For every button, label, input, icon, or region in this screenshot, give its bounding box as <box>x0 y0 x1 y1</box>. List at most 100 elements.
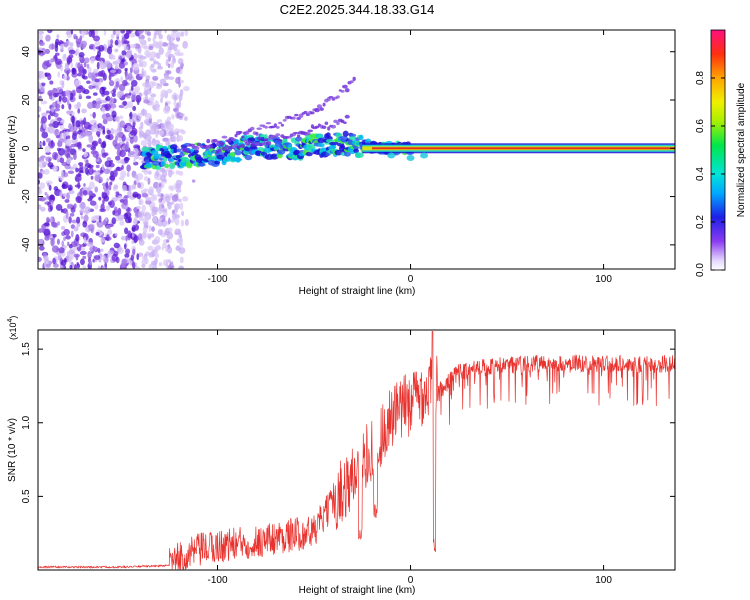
spectrogram-noise-cell <box>46 216 50 222</box>
spectrogram-noise-cell <box>79 164 84 169</box>
spectrogram-branch-cell <box>221 146 228 151</box>
spectrogram-branch-cell <box>241 144 245 149</box>
spectrogram-noise-cell <box>86 63 90 69</box>
spectrogram-noise-cell <box>82 189 88 196</box>
spectrogram-noise-cell <box>106 129 111 135</box>
spectrogram-noise-cell <box>84 226 89 233</box>
spectrogram-noise-cell <box>86 80 91 84</box>
spectrogram-noise-cell <box>49 80 54 85</box>
spectrogram-noise-cell <box>79 250 87 256</box>
spectrogram-noise-cell <box>123 243 127 250</box>
spectrogram-noise-cell <box>122 184 127 192</box>
spectrogram-noise-cell <box>137 30 144 34</box>
spectrogram-panel: -100 0 100 -40 -20 0 20 40 Height of straight l… <box>7 29 676 297</box>
spectrogram-noise-cell <box>120 30 126 34</box>
spectrogram-noise-cell <box>55 104 61 109</box>
figure-title: C2E2.2025.344.18.33.G14 <box>280 2 435 17</box>
spectrogram-noise-cell <box>144 95 148 100</box>
spectrogram-noise-cell <box>95 55 99 61</box>
spectrogram-noise-cell <box>90 146 96 151</box>
spectrogram-noise-cell <box>52 151 59 160</box>
spectrogram-branch-cell <box>212 138 218 143</box>
spectrogram-noise-cell <box>88 190 94 197</box>
spectrogram-noise-cell <box>103 168 111 175</box>
y-tick-label: -20 <box>21 189 32 204</box>
spectrogram-noise-cell <box>106 177 110 182</box>
spectrogram-noise-cell <box>64 64 70 71</box>
spectrogram-trace-cell <box>176 148 182 153</box>
snr-x-label: Height of straight line (km) <box>299 585 416 596</box>
spectrogram-noise-cell <box>69 254 75 260</box>
spectrogram-noise-cell <box>88 167 94 176</box>
spectrogram-noise-cell <box>137 210 145 218</box>
spectrogram-noise-cell <box>47 162 54 168</box>
spectrogram-noise-cell <box>120 170 127 178</box>
spectrogram-noise-cell <box>119 150 126 158</box>
spectrogram-noise-cell <box>83 89 90 95</box>
spectrogram-noise-cell <box>168 227 173 233</box>
spectrogram-noise-cell <box>105 61 112 69</box>
spectrogram-noise-cell <box>50 57 56 63</box>
spectrogram-noise-cell <box>66 192 70 200</box>
spectrogram-noise-cell <box>48 125 55 134</box>
spectrogram-noise-cell <box>61 170 64 178</box>
spectrogram-noise-cell <box>155 132 159 138</box>
spectrogram-noise-cell <box>58 88 63 94</box>
spectrogram-noise-cell <box>71 219 77 224</box>
spectrogram-noise-cell <box>87 66 92 74</box>
spectrogram-noise-cell <box>148 224 152 232</box>
spectrogram-noise-cell <box>93 44 96 52</box>
spectrogram-noise-cell <box>144 89 152 95</box>
spectrogram-noise-cell <box>139 93 143 97</box>
spectrogram-noise-cell <box>97 70 103 77</box>
spectrogram-noise-cell <box>93 35 101 42</box>
spectrogram-noise-cell <box>74 174 82 182</box>
spectrogram-noise-cell <box>173 101 177 106</box>
spectrogram-noise-cell <box>77 108 81 114</box>
spectrogram-branch-cell <box>249 126 255 131</box>
spectrogram-noise-cell <box>113 169 118 178</box>
spectrogram-noise-cell <box>124 32 130 39</box>
spectrogram-branch-cell <box>294 113 299 117</box>
spectrogram-noise-cell <box>133 216 138 224</box>
spectrogram-trace-cell <box>153 153 163 158</box>
spectrogram-trace-cell <box>329 141 338 146</box>
spectrogram-noise-cell <box>152 37 156 42</box>
spectrogram-noise-cell <box>137 58 144 63</box>
spectrogram-noise-cell <box>103 30 107 36</box>
snr-axes: -100 0 100 0.5 1.0 1.5 <box>21 330 675 586</box>
spectrogram-branch-cell <box>292 116 296 120</box>
spectrogram-noise-cell <box>58 138 65 143</box>
spectrogram-branch-cell <box>189 143 196 147</box>
spectrogram-noise-cell <box>73 33 77 40</box>
spectrogram-noise-cell <box>137 182 142 189</box>
spectrogram-frame <box>37 29 676 270</box>
spectrogram-branch-cell <box>319 107 324 111</box>
spectrogram-noise-cell <box>158 183 162 188</box>
spectrogram-noise-cell <box>92 245 96 252</box>
spectrogram-noise-cell <box>116 115 120 123</box>
spectrogram-noise-cell <box>77 167 85 173</box>
spectrogram-noise-cell <box>78 162 84 166</box>
spectrogram-branch-cell <box>221 135 228 139</box>
spectrogram-noise-cell <box>72 130 78 137</box>
spectrogram-noise-cell <box>124 227 129 235</box>
spectrogram-noise-cell <box>38 228 43 233</box>
spectrogram-noise-cell <box>86 242 94 247</box>
spectrogram-noise-cell <box>129 32 136 38</box>
spectrogram-noise-cell <box>52 165 59 172</box>
colorbar-tick-label: 0.4 <box>695 167 706 181</box>
spectrogram-noise-cell <box>44 145 51 154</box>
spectrogram-noise-cell <box>64 149 70 158</box>
spectrogram-noise-cell <box>42 161 48 166</box>
spectrogram-noise-cell <box>177 58 184 65</box>
spectrogram-noise-cell <box>129 111 133 120</box>
spectrogram-noise-cell <box>86 131 93 138</box>
spectrogram-noise-cell <box>100 99 108 104</box>
spectrogram-noise-cell <box>51 245 59 253</box>
spectrogram-noise-cell <box>169 192 173 198</box>
spectrogram-noise-cell <box>153 60 160 65</box>
spectrogram-noise-cell <box>92 124 99 132</box>
spectrogram-noise-cell <box>92 258 95 263</box>
spectrogram-noise-cell <box>95 153 99 160</box>
